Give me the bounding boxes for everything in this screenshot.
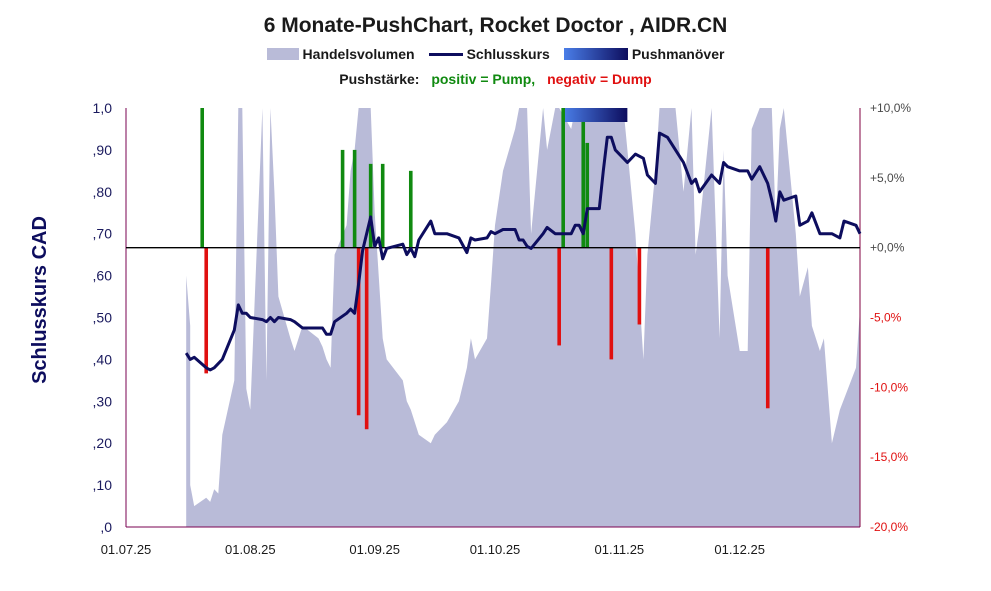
y-left-tick-label: ,0 bbox=[100, 519, 112, 535]
volume-area-layer bbox=[186, 108, 860, 527]
y-left-tick-label: ,50 bbox=[93, 310, 113, 326]
y-left-tick-label: ,30 bbox=[93, 393, 113, 409]
y-right-tick-label: -15,0% bbox=[870, 450, 908, 464]
push-bar-dump bbox=[557, 247, 561, 346]
push-bar-pump bbox=[380, 163, 385, 248]
y-right-tick-label: -20,0% bbox=[870, 520, 908, 534]
push-bar-pump bbox=[352, 149, 357, 248]
legend-push: Pushmanöver bbox=[563, 46, 725, 62]
y-right-tick-label: -10,0% bbox=[870, 380, 908, 394]
push-bar-pump bbox=[581, 121, 586, 248]
y-left-tick-label: ,80 bbox=[93, 184, 113, 200]
legend: Handelsvolumen Schlusskurs Pushmanöver bbox=[0, 46, 991, 62]
legend-volume: Handelsvolumen bbox=[266, 46, 415, 62]
y-left-tick-label: 1,0 bbox=[93, 100, 113, 116]
push-bar-pump bbox=[561, 108, 565, 248]
push-bar-pump bbox=[585, 142, 590, 248]
y-left-tick-label: ,40 bbox=[93, 351, 113, 367]
push-strength-legend: Pushstärke: positiv = Pump, negativ = Du… bbox=[0, 71, 991, 87]
pushmanoever-band bbox=[563, 108, 628, 122]
y-right-tick-label: -5,0% bbox=[870, 311, 902, 325]
push-bar-dump bbox=[765, 247, 770, 409]
close-price-line bbox=[184, 131, 862, 372]
push-bar-dump bbox=[356, 247, 361, 416]
y-left-tick-label: ,90 bbox=[93, 142, 113, 158]
x-tick-label: 01.11.25 bbox=[595, 542, 645, 557]
push-strength-negative: negativ = Dump bbox=[547, 71, 652, 87]
push-bar-dump bbox=[637, 247, 642, 325]
axes-layer: ,0 ,10 ,20 ,30 ,40 ,50 ,60 ,70 ,80 ,90 1,0 -20,0% -1… bbox=[93, 100, 912, 557]
push-strength-lead: Pushstärke: bbox=[339, 71, 420, 87]
push-bar-pump bbox=[200, 108, 205, 248]
push-bar-pump bbox=[408, 170, 413, 248]
x-tick-label: 01.09.25 bbox=[349, 542, 400, 557]
y-axis-title: Schlusskurs CAD bbox=[29, 216, 51, 384]
push-bar-dump bbox=[609, 247, 614, 360]
y-right-tick-label: +0,0% bbox=[870, 241, 905, 255]
y-left-tick-label: ,70 bbox=[93, 226, 113, 242]
legend-push-swatch bbox=[563, 48, 628, 60]
x-tick-label: 01.10.25 bbox=[470, 542, 521, 557]
legend-push-label: Pushmanöver bbox=[631, 46, 725, 62]
push-bar-dump bbox=[364, 247, 369, 430]
push-bar-pump bbox=[368, 163, 373, 248]
legend-volume-swatch bbox=[266, 48, 299, 60]
push-bar-pump bbox=[340, 149, 345, 248]
close-price-layer bbox=[184, 131, 862, 372]
y-left-tick-label: ,10 bbox=[93, 477, 113, 493]
y-left-tick-label: ,20 bbox=[93, 435, 113, 451]
y-right-tick-label: +5,0% bbox=[870, 171, 905, 185]
legend-volume-label: Handelsvolumen bbox=[302, 46, 415, 62]
x-tick-label: 01.08.25 bbox=[225, 542, 276, 557]
y-left-tick-label: ,60 bbox=[93, 268, 113, 284]
legend-close-label: Schlusskurs bbox=[466, 46, 550, 62]
x-tick-label: 01.07.25 bbox=[101, 542, 152, 557]
x-tick-label: 01.12.25 bbox=[714, 542, 765, 557]
chart-title: 6 Monate-PushChart, Rocket Doctor , AIDR… bbox=[263, 14, 728, 37]
volume-area bbox=[186, 108, 860, 527]
y-right-tick-label: +10,0% bbox=[870, 101, 911, 115]
legend-close-swatch bbox=[428, 52, 463, 56]
pushmanoever-layer bbox=[563, 108, 628, 122]
push-strength-positive: positiv = Pump, bbox=[431, 71, 536, 87]
push-bar-dump bbox=[204, 247, 209, 374]
push-strength-bars bbox=[200, 108, 770, 430]
legend-close: Schlusskurs bbox=[428, 46, 550, 62]
